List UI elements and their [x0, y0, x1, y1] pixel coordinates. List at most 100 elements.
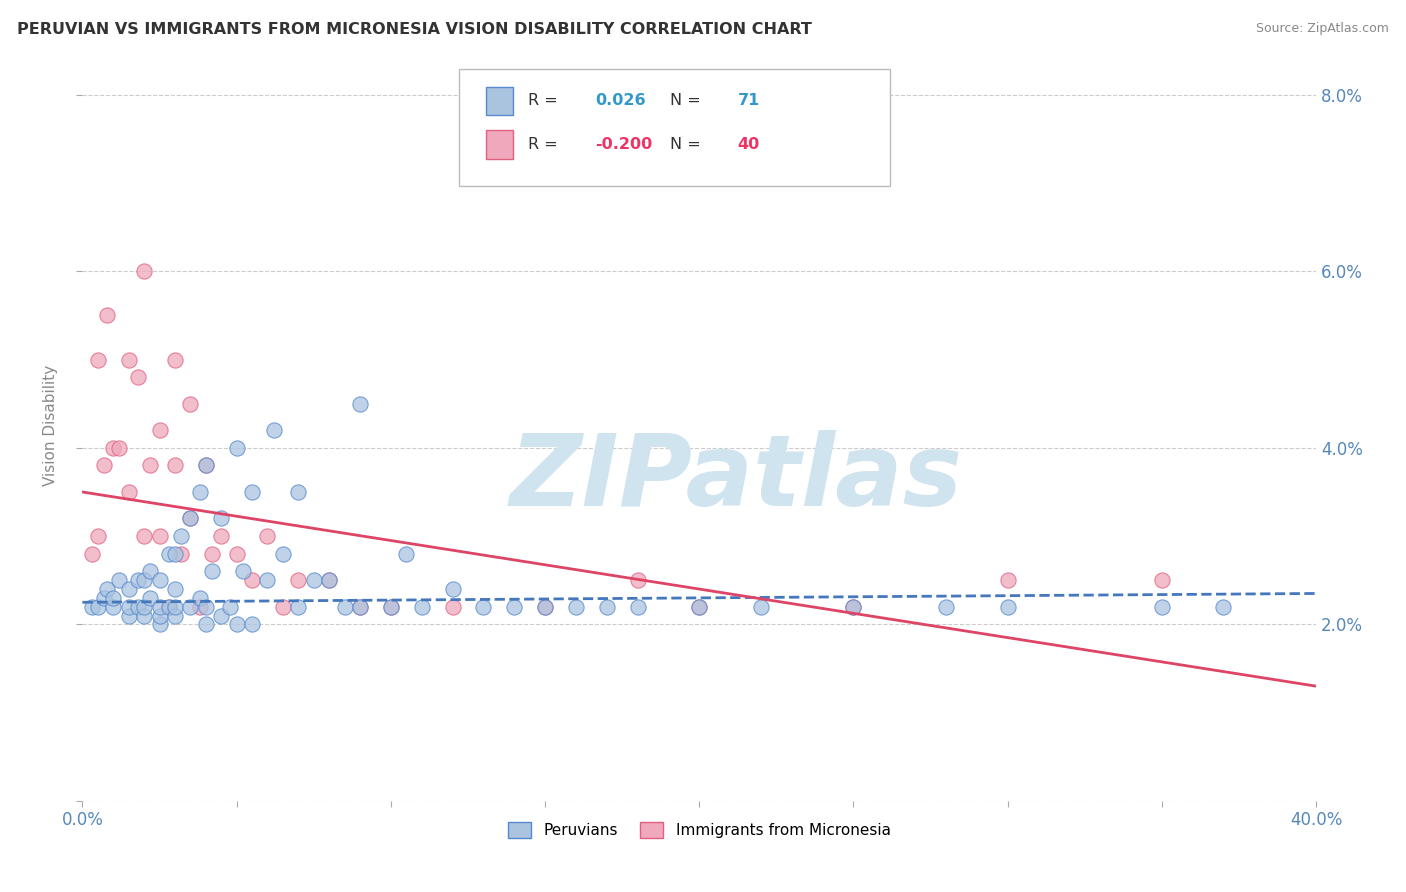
Point [103, 441, 125, 455]
Point [118, 352, 141, 367]
Point [240, 485, 263, 500]
Legend: Peruvians, Immigrants from Micronesia: Peruvians, Immigrants from Micronesia [501, 814, 898, 846]
Point [170, 547, 193, 561]
Point [132, 264, 155, 278]
Point [132, 599, 155, 614]
Point [349, 599, 371, 614]
Point [333, 599, 356, 614]
Point [163, 599, 186, 614]
Point [209, 608, 232, 623]
Point [225, 441, 247, 455]
Text: -0.200: -0.200 [596, 137, 652, 152]
Point [225, 547, 247, 561]
Point [179, 511, 201, 525]
Point [127, 599, 149, 614]
Text: N =: N = [669, 137, 706, 152]
Point [163, 547, 186, 561]
Point [287, 573, 309, 587]
Point [118, 599, 141, 614]
Point [108, 441, 131, 455]
Point [132, 529, 155, 543]
Point [232, 565, 254, 579]
Point [139, 591, 162, 605]
Point [163, 458, 186, 473]
Point [157, 547, 180, 561]
Point [318, 573, 340, 587]
Point [1212, 599, 1234, 614]
Point [318, 573, 340, 587]
Point [209, 529, 232, 543]
Point [626, 573, 648, 587]
Point [163, 608, 186, 623]
Point [87, 529, 110, 543]
Point [194, 458, 217, 473]
Text: N =: N = [669, 94, 706, 109]
Point [148, 599, 170, 614]
Point [132, 608, 155, 623]
Point [503, 599, 526, 614]
Point [596, 599, 619, 614]
FancyBboxPatch shape [458, 70, 890, 186]
Point [472, 599, 495, 614]
Point [380, 599, 402, 614]
Point [96, 309, 118, 323]
Point [80, 599, 103, 614]
Point [163, 352, 186, 367]
Point [219, 599, 242, 614]
Point [93, 458, 115, 473]
Point [349, 599, 371, 614]
Point [225, 617, 247, 632]
Point [271, 599, 294, 614]
Point [935, 599, 957, 614]
Point [349, 397, 371, 411]
Point [441, 599, 464, 614]
Point [139, 458, 162, 473]
Point [1150, 573, 1173, 587]
Point [534, 599, 557, 614]
Point [688, 599, 710, 614]
Text: R =: R = [527, 137, 562, 152]
Point [534, 599, 557, 614]
Text: R =: R = [527, 94, 562, 109]
Point [240, 573, 263, 587]
Text: ZIPatlas: ZIPatlas [509, 430, 963, 527]
Point [179, 397, 201, 411]
Point [188, 591, 211, 605]
Point [842, 599, 865, 614]
Point [441, 582, 464, 596]
Point [194, 617, 217, 632]
Point [395, 547, 418, 561]
Point [170, 529, 193, 543]
Point [188, 485, 211, 500]
Point [118, 608, 141, 623]
Point [127, 573, 149, 587]
Text: 71: 71 [738, 94, 759, 109]
Point [209, 511, 232, 525]
Point [201, 547, 224, 561]
Text: Source: ZipAtlas.com: Source: ZipAtlas.com [1256, 22, 1389, 36]
Point [287, 485, 309, 500]
Point [263, 423, 285, 437]
Point [103, 591, 125, 605]
Point [749, 599, 772, 614]
Point [87, 352, 110, 367]
Point [148, 573, 170, 587]
Y-axis label: Vision Disability: Vision Disability [44, 365, 58, 486]
FancyBboxPatch shape [486, 87, 513, 115]
Point [256, 529, 278, 543]
Point [179, 599, 201, 614]
Point [127, 370, 149, 384]
Point [411, 599, 433, 614]
Point [271, 547, 294, 561]
Point [256, 573, 278, 587]
Point [108, 573, 131, 587]
Point [565, 599, 588, 614]
Point [287, 599, 309, 614]
Point [1150, 599, 1173, 614]
Point [201, 565, 224, 579]
Point [148, 608, 170, 623]
Point [148, 529, 170, 543]
Point [157, 599, 180, 614]
Point [997, 573, 1019, 587]
Point [132, 573, 155, 587]
